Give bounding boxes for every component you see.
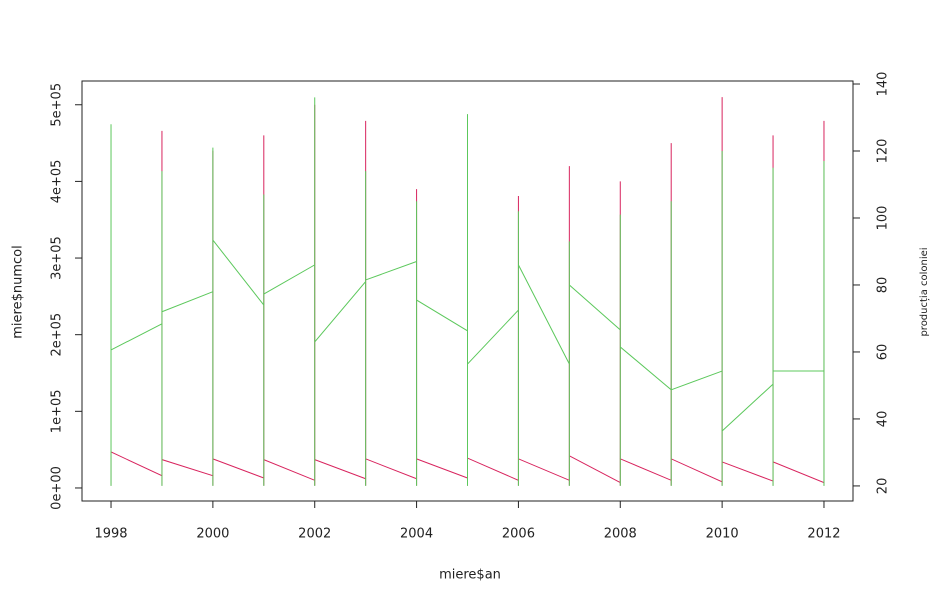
x-tick-label: 2004 [400, 527, 433, 542]
y2-axis-title: producția coloniei [919, 247, 930, 336]
x-tick-label: 2002 [298, 527, 331, 542]
x-tick-label: 2010 [706, 527, 739, 542]
y-tick-label: 5e+05 [50, 83, 65, 127]
plot-frame [81, 80, 854, 502]
y-tick-label: 2e+05 [50, 313, 65, 357]
y2-tick-label: 60 [876, 344, 891, 361]
x-tick-label: 2000 [196, 527, 229, 542]
y-tick-label: 1e+05 [50, 389, 65, 433]
y2-tick-label: 100 [876, 206, 891, 231]
x-tick-label: 2012 [807, 527, 840, 542]
y-axis-title: miere$numcol [11, 245, 26, 338]
y2-tick-label: 80 [876, 277, 891, 294]
y-tick-label: 4e+05 [50, 160, 65, 204]
y2-tick-label: 40 [876, 411, 891, 428]
x-tick-label: 2006 [502, 527, 535, 542]
data-line [110, 97, 825, 486]
y2-tick-label: 120 [876, 139, 891, 164]
x-tick-label: 1998 [94, 527, 127, 542]
y2-tick-label: 20 [876, 478, 891, 495]
x-tick-label: 2008 [604, 527, 637, 542]
y-tick-label: 0e+00 [50, 466, 65, 510]
y-tick-label: 3e+05 [50, 236, 65, 280]
y2-tick-label: 140 [876, 72, 891, 97]
x-axis-title: miere$an [439, 568, 501, 583]
